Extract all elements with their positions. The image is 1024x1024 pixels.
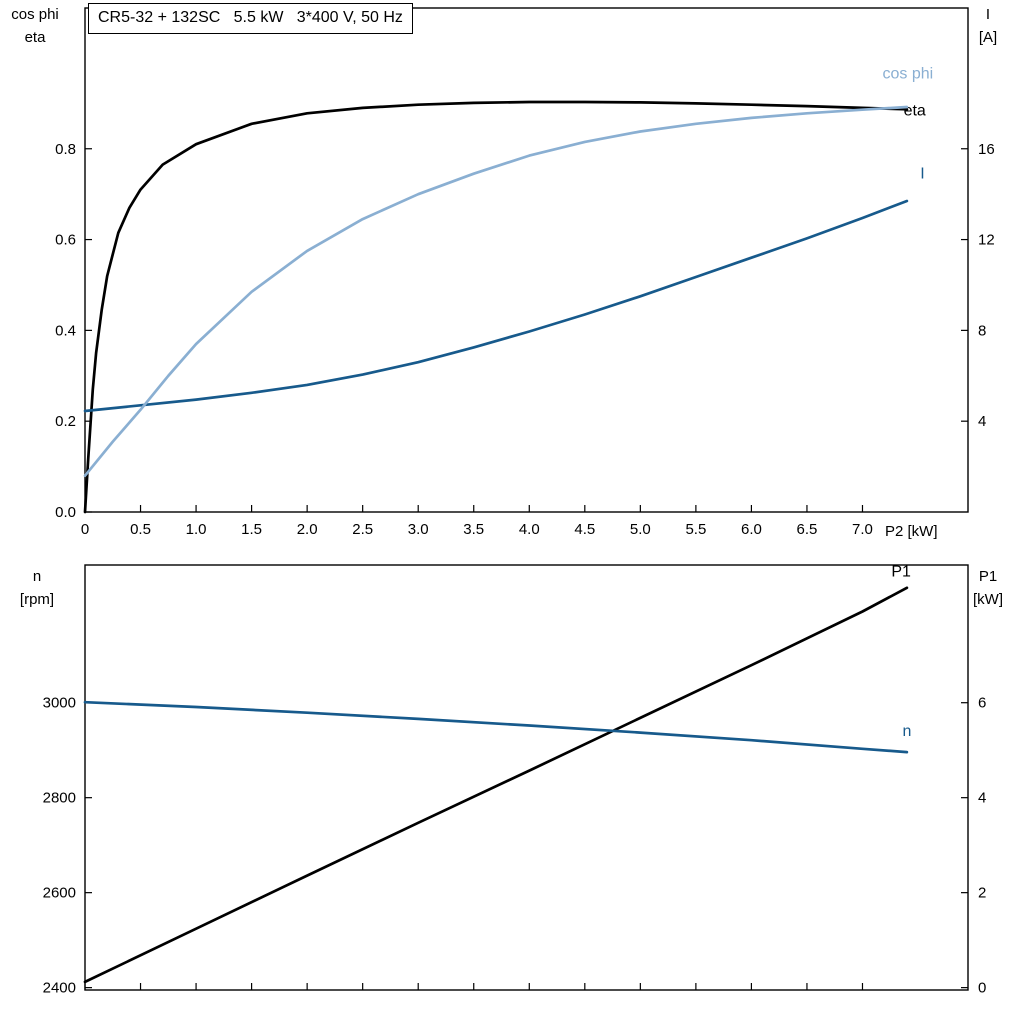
y-tick-label-right: 0 xyxy=(978,980,986,997)
curve-label-i: I xyxy=(920,165,924,182)
series-p1 xyxy=(83,586,909,984)
x-tick-label: 0.5 xyxy=(130,521,151,538)
series-cos-phi xyxy=(83,105,909,478)
y-tick-label-left: 0.8 xyxy=(55,141,76,158)
x-tick-label: 6.0 xyxy=(741,521,762,538)
series-i xyxy=(83,199,909,413)
x-tick-label: 4.0 xyxy=(519,521,540,538)
x-axis-title: P2 [kW] xyxy=(885,523,938,540)
left-axis-unit-eta: eta xyxy=(24,28,46,46)
series-n xyxy=(83,700,909,754)
plot-frame xyxy=(84,7,969,513)
x-tick-label: 2.0 xyxy=(297,521,318,538)
x-tick-label: 1.0 xyxy=(186,521,207,538)
x-tick-label: 5.5 xyxy=(685,521,706,538)
y-tick-label-left: 0.6 xyxy=(55,232,76,249)
plot-frame xyxy=(84,564,969,991)
curve-label-eta: eta xyxy=(904,103,926,120)
y-tick-label-right: 4 xyxy=(978,790,986,807)
right-axis-unit-current: I xyxy=(985,6,991,23)
right-axis-unit-kw: [kW] xyxy=(973,590,1003,608)
x-tick-label: 5.0 xyxy=(630,521,651,538)
y-tick-label-right: 2 xyxy=(978,885,986,902)
y-tick-label-left: 2400 xyxy=(43,980,76,997)
x-tick-label: 1.5 xyxy=(241,521,262,538)
right-axis-unit-ampere: [A] xyxy=(978,28,998,46)
y-tick-label-left: 2600 xyxy=(43,885,76,902)
x-tick-label: 0 xyxy=(81,521,89,538)
x-tick-label: 6.5 xyxy=(797,521,818,538)
y-tick-label-left: 0.0 xyxy=(55,504,76,521)
curve-label-cos-phi: cos phi xyxy=(882,65,933,82)
x-tick-label: 4.5 xyxy=(574,521,595,538)
y-tick-label-right: 12 xyxy=(978,232,995,249)
top-right-axis-label: I [A] xyxy=(960,4,1016,49)
x-tick-label: 2.5 xyxy=(352,521,373,538)
y-tick-label-right: 4 xyxy=(978,413,986,430)
left-axis-unit-cos-phi: cos phi xyxy=(11,6,59,23)
y-tick-label-right: 8 xyxy=(978,322,986,339)
x-tick-label: 7.0 xyxy=(852,521,873,538)
chart-title: CR5-32 + 132SC 5.5 kW 3*400 V, 50 Hz xyxy=(88,3,413,34)
curve-label-n: n xyxy=(902,723,911,740)
bottom-left-axis-label: n [rpm] xyxy=(8,566,66,611)
right-axis-unit-p1: P1 xyxy=(978,568,998,585)
left-axis-unit-n: n xyxy=(32,568,42,585)
series-eta xyxy=(83,100,909,514)
x-tick-label: 3.5 xyxy=(463,521,484,538)
top-left-axis-label: cos phi eta xyxy=(6,4,64,49)
bottom-right-axis-label: P1 [kW] xyxy=(960,566,1016,611)
curve-label-p1: P1 xyxy=(891,563,911,580)
x-tick-label: 3.0 xyxy=(408,521,429,538)
y-tick-label-left: 3000 xyxy=(43,695,76,712)
y-tick-label-left: 0.2 xyxy=(55,413,76,430)
y-tick-label-left: 0.4 xyxy=(55,322,76,339)
left-axis-unit-rpm: [rpm] xyxy=(19,590,55,608)
y-tick-label-right: 16 xyxy=(978,141,995,158)
y-tick-label-right: 6 xyxy=(978,695,986,712)
y-tick-label-left: 2800 xyxy=(43,790,76,807)
